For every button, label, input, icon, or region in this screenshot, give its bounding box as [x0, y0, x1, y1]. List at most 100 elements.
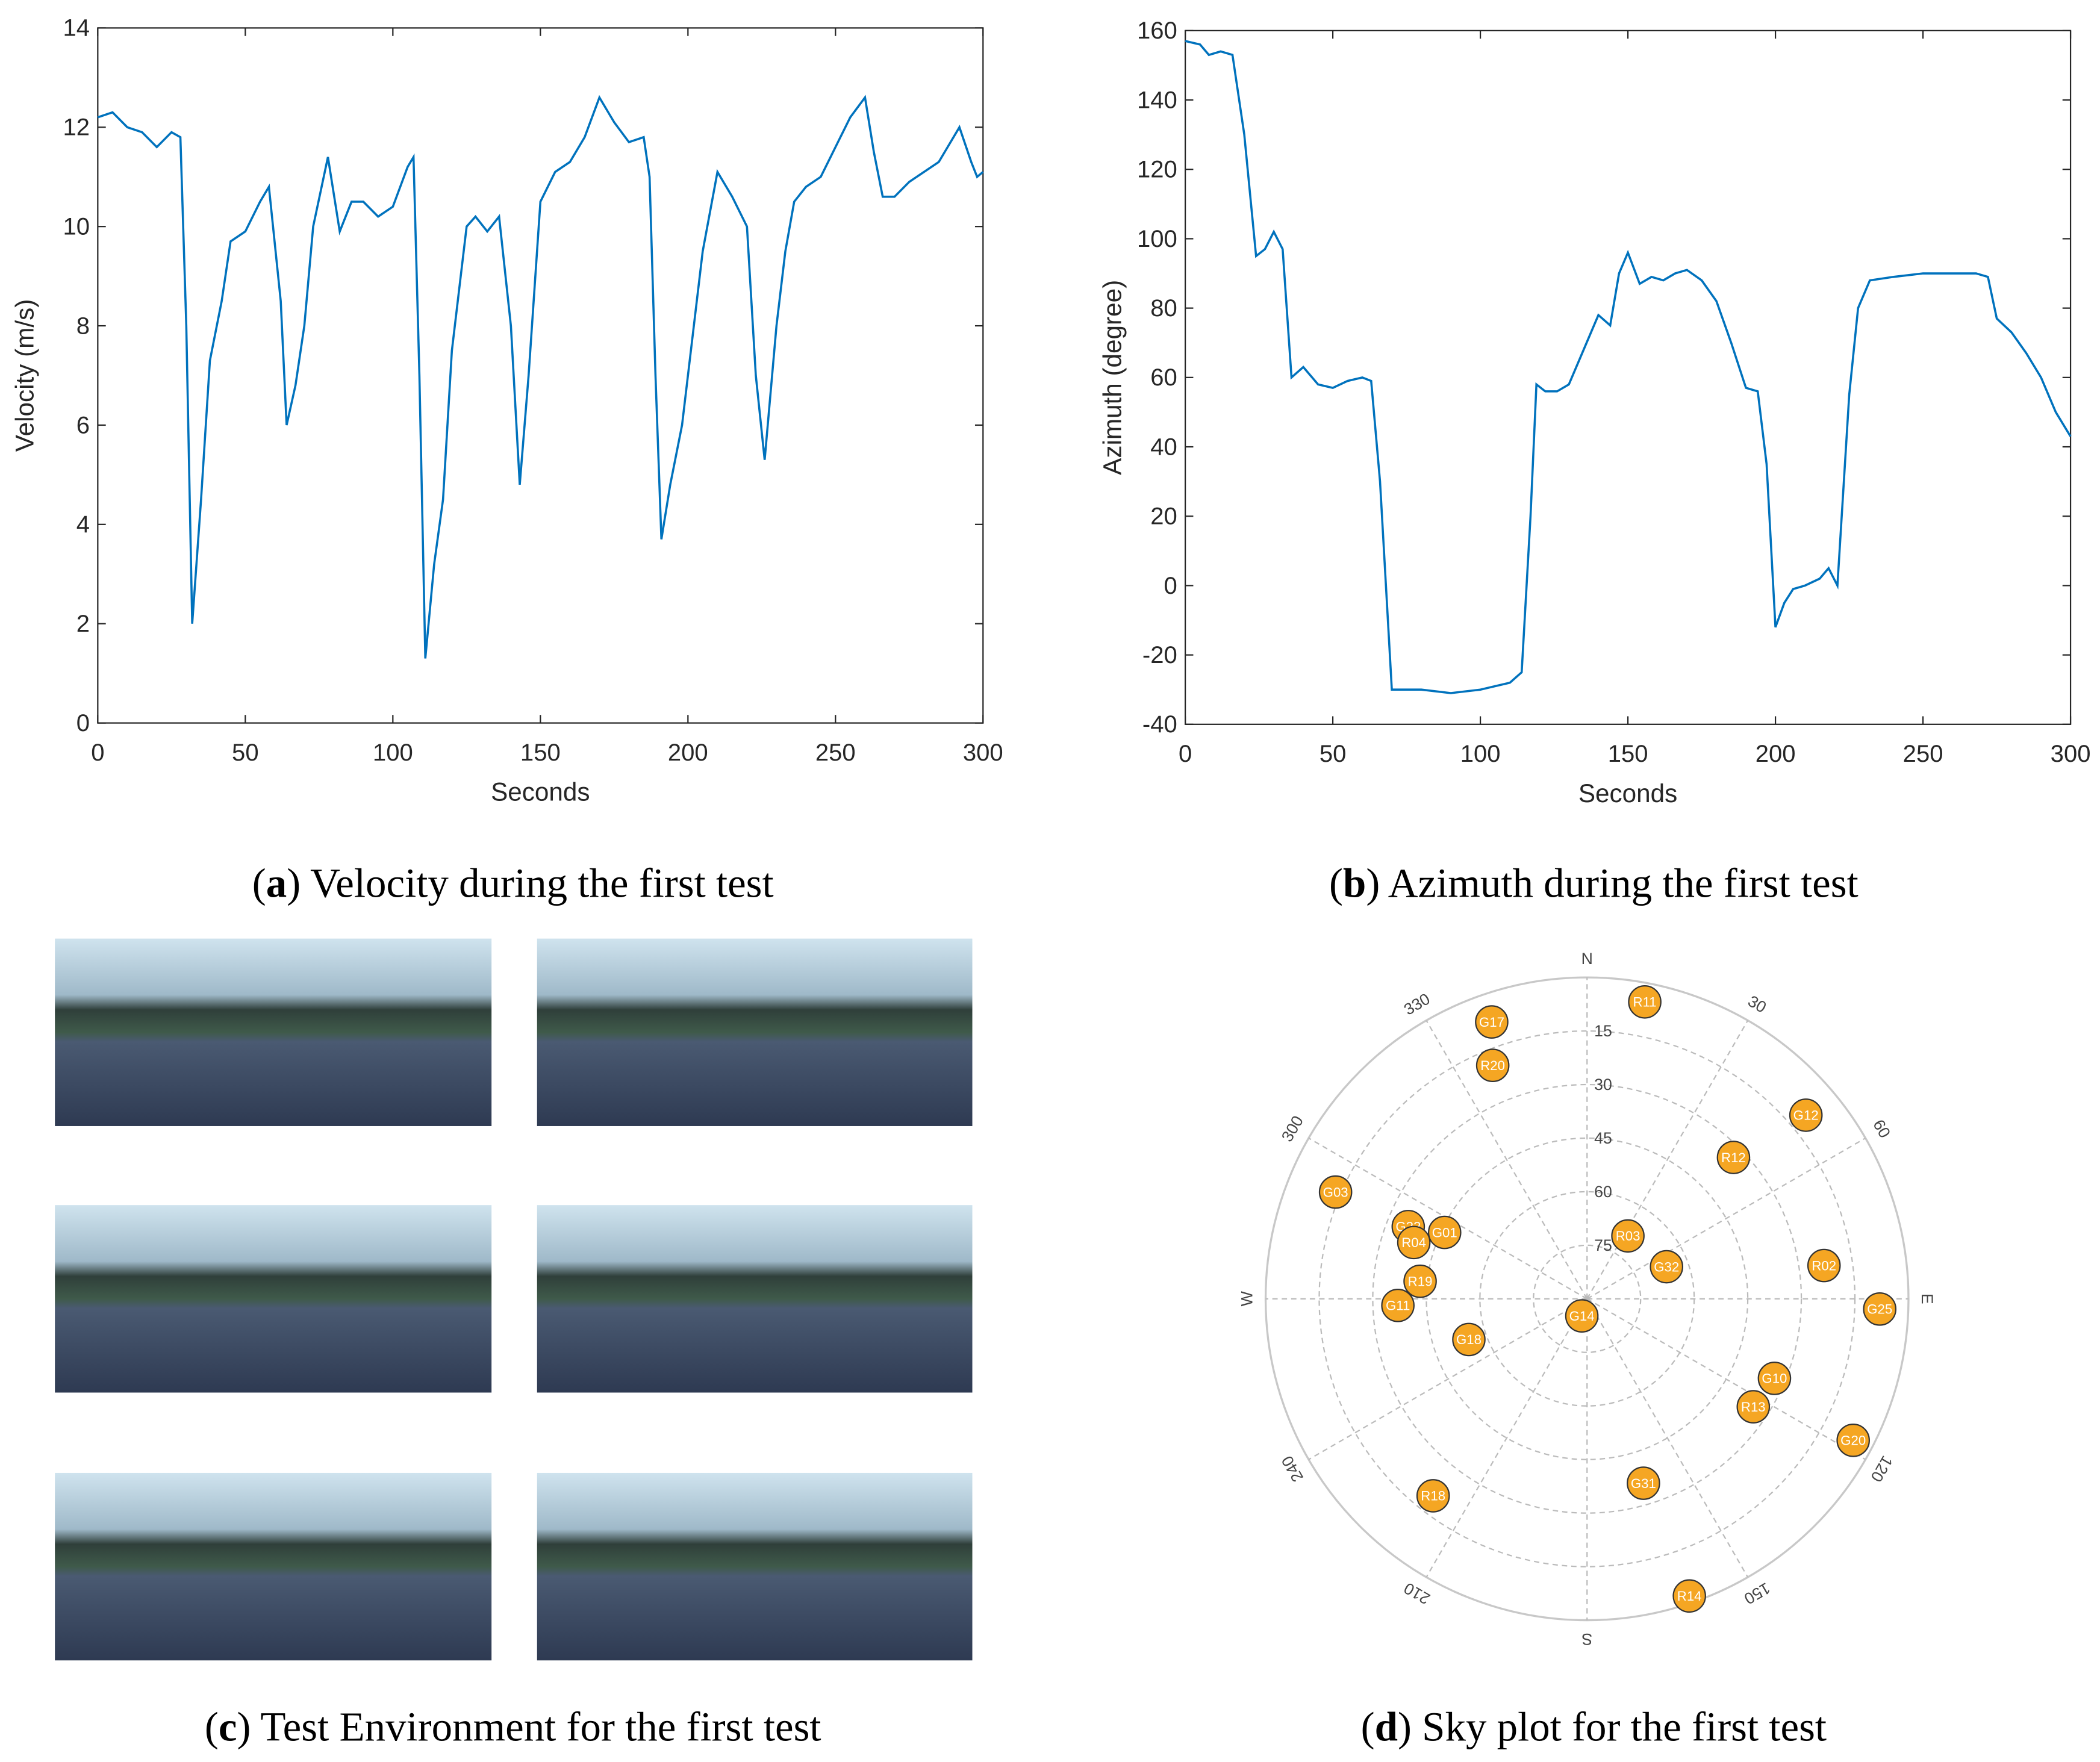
- azimuth-label: 300: [1278, 1113, 1307, 1145]
- satellite-label: R19: [1408, 1274, 1433, 1289]
- ring-label: 30: [1594, 1076, 1612, 1094]
- azimuth-label: 30: [1745, 992, 1769, 1016]
- satellite-label: R03: [1616, 1228, 1640, 1244]
- spoke: [1425, 1020, 1588, 1300]
- caption-part: (: [205, 1704, 219, 1750]
- azimuth-label: E: [1918, 1293, 1936, 1304]
- x-tick-label: 250: [1903, 741, 1943, 767]
- satellite-label: R18: [1421, 1489, 1445, 1504]
- ring-label: 45: [1594, 1129, 1612, 1147]
- x-tick-label: 200: [1756, 741, 1796, 767]
- satellite: [1627, 1466, 1660, 1500]
- x-tick-label: 200: [668, 739, 708, 766]
- caption-part: (: [1361, 1704, 1375, 1750]
- caption-part: ) Azimuth during the first test: [1366, 861, 1858, 906]
- spoke: [1308, 1298, 1587, 1460]
- photo: [55, 1472, 492, 1661]
- y-axis-label: Velocity (m/s): [11, 299, 39, 452]
- satellite-label: G17: [1479, 1015, 1504, 1030]
- azimuth-label: 210: [1401, 1579, 1433, 1608]
- spoke: [1586, 1298, 1749, 1578]
- plot-frame: [97, 27, 984, 724]
- satellite-label: G32: [1654, 1259, 1679, 1274]
- photo: [55, 1205, 492, 1393]
- ring: [1318, 1030, 1856, 1567]
- ring: [1479, 1191, 1695, 1407]
- x-tick-label: 100: [1460, 741, 1501, 767]
- satellite-label: R12: [1721, 1150, 1746, 1165]
- satellite-label: G20: [1840, 1433, 1866, 1448]
- caption: (b) Azimuth during the first test: [1329, 861, 1859, 906]
- satellite: [1611, 1219, 1645, 1253]
- photo: [55, 938, 492, 1126]
- satellite: [1628, 985, 1662, 1019]
- satellite: [1475, 1048, 1510, 1082]
- satellite-label: R14: [1677, 1589, 1702, 1604]
- x-tick-label: 50: [1320, 741, 1347, 767]
- satellite: [1650, 1250, 1684, 1284]
- x-tick-label: 0: [91, 739, 104, 766]
- satellite: [1716, 1141, 1751, 1174]
- satellite: [1863, 1292, 1897, 1326]
- azimuth-label: 150: [1741, 1579, 1774, 1608]
- y-tick-label: 20: [1150, 503, 1177, 530]
- photo: [537, 1472, 973, 1661]
- satellite-label: R20: [1480, 1058, 1505, 1073]
- satellite-label: G10: [1762, 1371, 1787, 1386]
- x-tick-label: 50: [232, 739, 259, 766]
- photo: [537, 938, 973, 1126]
- satellite-label: G03: [1323, 1185, 1348, 1200]
- satellite: [1416, 1479, 1450, 1513]
- satellite-label: R13: [1741, 1399, 1766, 1415]
- satellite: [1836, 1424, 1870, 1457]
- satellite-label: R02: [1812, 1258, 1836, 1273]
- satellite-label: G11: [1386, 1298, 1410, 1313]
- photo: [537, 1205, 973, 1393]
- y-tick-label: 160: [1137, 17, 1177, 44]
- satellite-label: G25: [1867, 1302, 1892, 1317]
- x-tick-label: 250: [815, 739, 856, 766]
- azimuth-label: N: [1581, 950, 1593, 968]
- satellite: [1427, 1215, 1462, 1250]
- satellite: [1565, 1299, 1599, 1333]
- y-tick-label: 80: [1150, 295, 1177, 322]
- satellite: [1403, 1264, 1437, 1298]
- ring-label: 15: [1594, 1022, 1612, 1040]
- y-axis-label: Azimuth (degree): [1098, 280, 1126, 475]
- ring: [1372, 1083, 1802, 1514]
- azimuth-label: W: [1238, 1290, 1256, 1306]
- azimuth-label: 120: [1867, 1453, 1896, 1486]
- satellite: [1672, 1579, 1706, 1613]
- caption-part: c: [219, 1704, 237, 1750]
- caption-part: ) Test Environment for the first test: [237, 1704, 821, 1750]
- satellite-label: G12: [1793, 1108, 1819, 1123]
- photos: [55, 938, 973, 1661]
- satellite: [1736, 1390, 1771, 1424]
- y-tick-label: 0: [1164, 573, 1177, 599]
- y-tick-label: 4: [76, 511, 90, 538]
- ring-label: 60: [1594, 1183, 1612, 1201]
- x-tick-label: 150: [1608, 741, 1648, 767]
- y-tick-label: 14: [63, 15, 90, 42]
- satellite-label: G31: [1631, 1476, 1656, 1491]
- y-tick-label: 140: [1137, 87, 1177, 113]
- y-tick-label: 40: [1150, 434, 1177, 460]
- caption-part: d: [1375, 1704, 1398, 1750]
- x-tick-label: 300: [2051, 741, 2091, 767]
- satellite-label: G18: [1456, 1332, 1482, 1347]
- azimuth-label: 60: [1869, 1116, 1894, 1141]
- satellite: [1397, 1225, 1431, 1260]
- x-axis-label: Seconds: [491, 778, 590, 806]
- satellite: [1789, 1098, 1823, 1132]
- caption-part: ) Sky plot for the first test: [1398, 1704, 1827, 1750]
- y-tick-label: -40: [1142, 711, 1177, 738]
- satellite: [1475, 1005, 1509, 1039]
- caption-part: (: [252, 861, 266, 906]
- satellite-label: G01: [1432, 1225, 1457, 1240]
- y-tick-label: 2: [76, 611, 90, 637]
- satellite: [1452, 1322, 1486, 1357]
- y-tick-label: 60: [1150, 364, 1177, 391]
- y-tick-label: 10: [63, 214, 90, 240]
- y-tick-label: 6: [76, 412, 90, 438]
